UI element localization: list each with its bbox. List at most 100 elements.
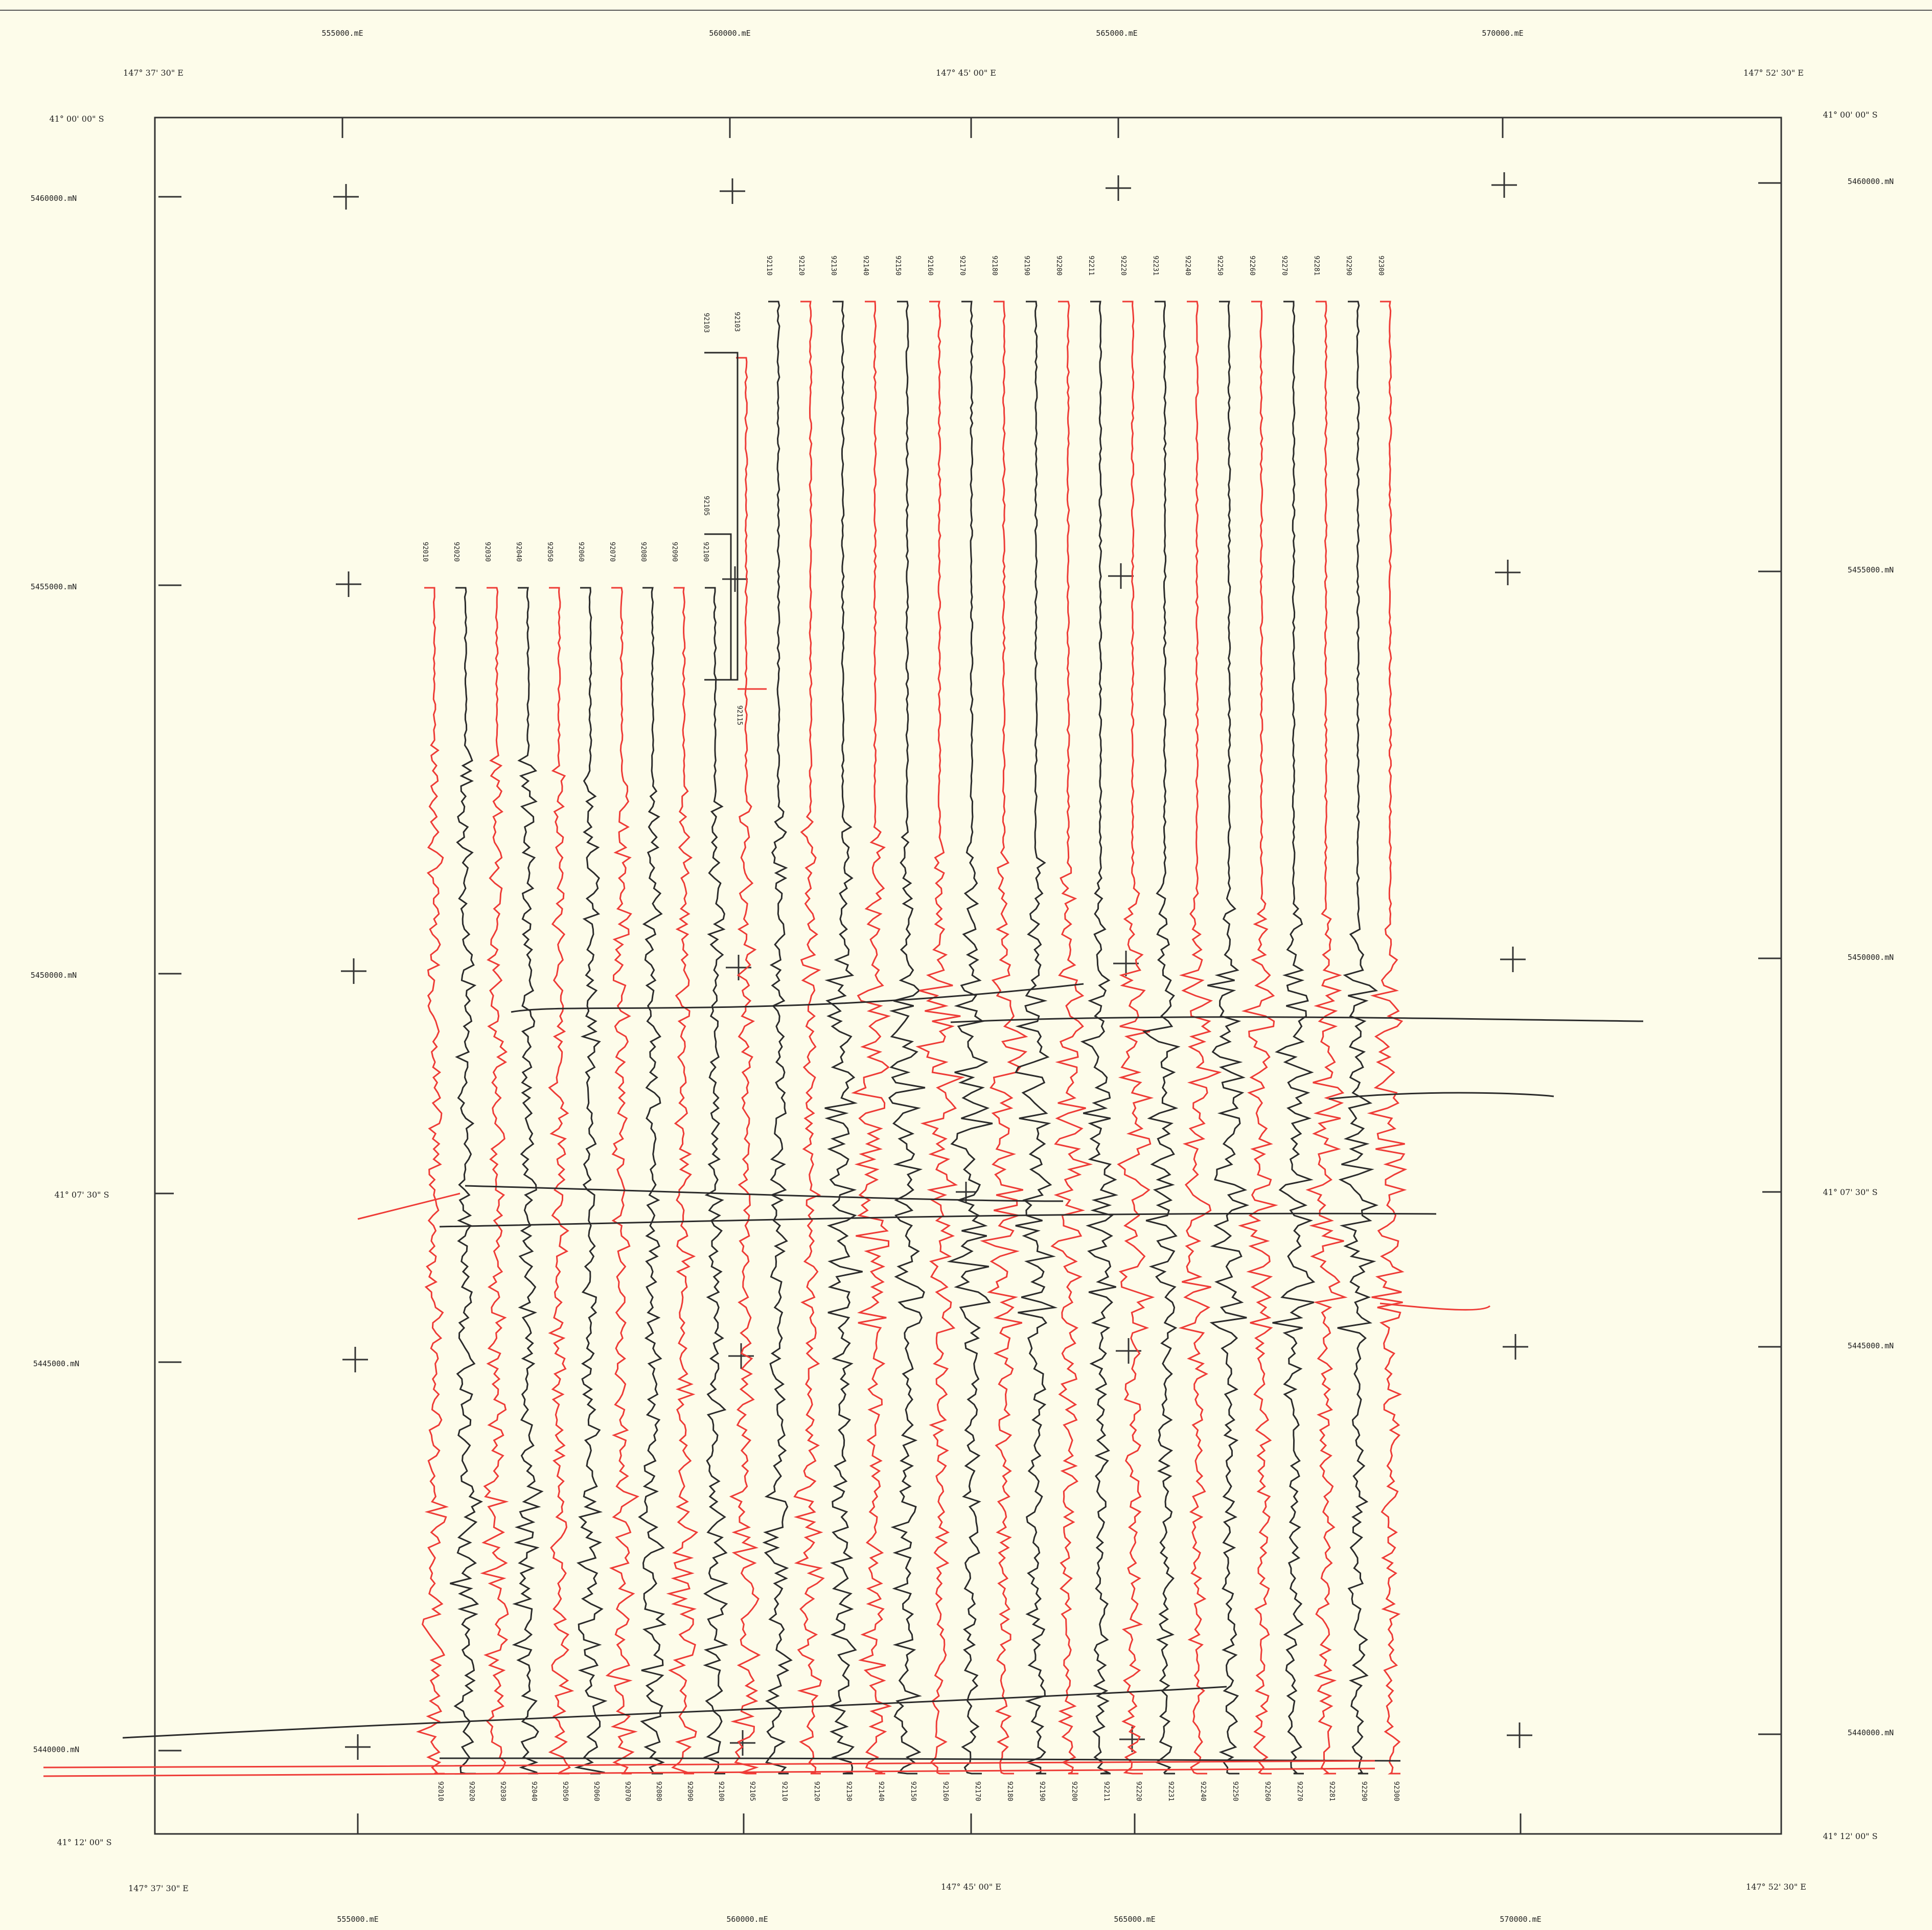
latitude-label: 41° 00' 00" S <box>1823 110 1877 120</box>
easting-label: 570000.mE <box>1482 29 1523 38</box>
northing-label: 5455000.mN <box>31 582 77 591</box>
line-label: 92115 <box>735 705 743 725</box>
line-label-north: 92231 <box>1152 256 1159 275</box>
line-label-north: 92130 <box>830 256 837 275</box>
profile-trace-92090 <box>666 587 699 1775</box>
northing-labels-right: 5460000.mN 5455000.mN 5450000.mN 5445000… <box>1848 177 1894 1737</box>
profile-trace-92300 <box>1367 301 1408 1775</box>
latitude-label: 41° 12' 00" S <box>57 1837 111 1847</box>
northing-label: 5450000.mN <box>31 971 77 980</box>
line-label-north: 92070 <box>608 542 616 562</box>
line-label-south: 92030 <box>499 1781 507 1801</box>
line-label-north: 92300 <box>1377 256 1385 275</box>
profile-trace-92010 <box>416 587 449 1775</box>
latitude-label: 41° 12' 00" S <box>1823 1831 1877 1841</box>
line-label-north: 92040 <box>515 542 522 562</box>
line-label-north: 92030 <box>484 542 491 562</box>
stub-lines: 92103 92105 92115 <box>702 313 767 725</box>
anomaly-spike <box>465 1185 1064 1202</box>
line-label-north: 92260 <box>1248 256 1256 275</box>
line-label-north: 92100 <box>702 542 709 562</box>
profile-trace-92220 <box>1117 301 1155 1775</box>
line-label-north: 92270 <box>1280 256 1288 275</box>
line-label-north: 92140 <box>862 256 869 275</box>
profile-trace-92140 <box>851 301 892 1775</box>
line-label-south: 92180 <box>1006 1781 1014 1801</box>
line-label-south: 92220 <box>1135 1781 1142 1801</box>
line-label-south: 92090 <box>686 1781 694 1801</box>
northing-label: 5440000.mN <box>1848 1728 1894 1737</box>
profile-trace-92150 <box>888 301 926 1775</box>
profile-trace-92070 <box>605 587 639 1775</box>
line-label-north: 92060 <box>577 542 585 562</box>
longitude-labels: 147° 37' 30" E 147° 45' 00" E 147° 52' 3… <box>123 68 1806 1893</box>
line-label-north: 92240 <box>1184 256 1191 275</box>
profile-trace-92040 <box>512 587 544 1775</box>
line-label-south: 92200 <box>1070 1781 1078 1801</box>
line-label-north: 92150 <box>894 256 902 275</box>
line-label-north: 92010 <box>421 542 429 562</box>
profile-trace-92030 <box>480 587 509 1775</box>
line-label-south: 92140 <box>877 1781 885 1801</box>
anomaly-spike <box>950 1016 1644 1023</box>
line-label-south: 92010 <box>436 1781 444 1801</box>
line-label-north: 92020 <box>452 542 460 562</box>
easting-label: 565000.mE <box>1114 1915 1155 1924</box>
line-label-south: 92250 <box>1231 1781 1239 1801</box>
anomaly-spike <box>1328 1092 1554 1100</box>
profile-trace-92050 <box>548 587 574 1775</box>
profile-trace-92200 <box>1050 301 1093 1775</box>
longitude-label: 147° 52' 30" E <box>1746 1882 1806 1892</box>
longitude-label: 147° 37' 30" E <box>123 68 183 78</box>
longitude-label: 147° 52' 30" E <box>1743 68 1804 78</box>
profile-trace-92110 <box>762 301 793 1775</box>
profile-trace-92103 <box>729 357 761 1775</box>
line-label-south: 92290 <box>1360 1781 1368 1801</box>
stub-line-92105 <box>704 533 732 680</box>
line-label: 92105 <box>702 496 710 516</box>
profile-trace-92080 <box>638 587 666 1775</box>
line-label-south: 92281 <box>1328 1781 1336 1801</box>
line-label-north: 92250 <box>1216 256 1224 275</box>
line-label-south: 92120 <box>813 1781 820 1801</box>
map-frame <box>154 117 1782 1835</box>
profile-trace-92120 <box>793 301 825 1775</box>
easting-label: 560000.mE <box>709 29 750 38</box>
easting-labels-bottom: 555000.mE 560000.mE 565000.mE 570000.mE <box>337 1915 1541 1924</box>
grid-crosses <box>333 172 1532 1760</box>
line-label-north: 92080 <box>639 542 647 562</box>
line-label-south: 92170 <box>974 1781 981 1801</box>
line-label-north: 92211 <box>1087 256 1095 275</box>
latitude-label: 41° 07' 30" S <box>54 1190 109 1200</box>
line-label-north: 92220 <box>1119 256 1127 275</box>
profile-trace-92240 <box>1178 301 1222 1775</box>
longitude-label: 147° 37' 30" E <box>128 1883 189 1893</box>
line-label-south: 92040 <box>530 1781 538 1801</box>
line-label-south: 92080 <box>655 1781 662 1801</box>
profile-trace-92100 <box>703 587 729 1775</box>
frame-ticks <box>155 118 1781 1834</box>
line-label-north: 92090 <box>671 542 678 562</box>
line-label-south: 92260 <box>1263 1781 1271 1801</box>
latitude-label: 41° 00' 00" S <box>49 114 104 124</box>
profile-trace-92290 <box>1337 301 1379 1775</box>
anomaly-spike <box>122 1686 1227 1739</box>
profile-traces <box>43 301 1644 1777</box>
easting-label: 560000.mE <box>726 1915 768 1924</box>
line-label-north: 92180 <box>991 256 998 275</box>
line-label-south: 92270 <box>1296 1781 1303 1801</box>
stub-line-92103 <box>704 352 739 681</box>
line-label-north: 92103 <box>733 312 741 332</box>
longitude-label: 147° 45' 00" E <box>941 1882 1001 1892</box>
easting-label: 570000.mE <box>1500 1915 1541 1924</box>
line-label-south: 92211 <box>1102 1781 1110 1801</box>
longitude-label: 147° 45' 00" E <box>936 68 996 78</box>
northing-label: 5440000.mN <box>33 1745 79 1754</box>
northing-label: 5445000.mN <box>33 1359 79 1368</box>
easting-label: 555000.mE <box>321 29 363 38</box>
easting-labels-top: 555000.mE 560000.mE 565000.mE 570000.mE <box>321 29 1523 38</box>
northing-label: 5460000.mN <box>1848 177 1894 186</box>
anomaly-spike <box>1379 1302 1491 1311</box>
